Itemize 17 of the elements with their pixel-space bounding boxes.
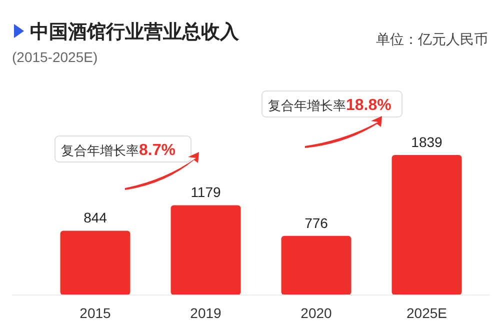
- chart-title: 中国酒馆行业营业总收入: [30, 21, 240, 43]
- data-label: 1839: [411, 134, 443, 150]
- x-tick-label: 2019: [190, 305, 222, 321]
- x-tick-label: 2020: [300, 305, 332, 321]
- bar: [170, 205, 241, 295]
- bar: [60, 230, 130, 295]
- x-tick-label: 2025E: [406, 305, 447, 321]
- bar: [281, 236, 352, 295]
- text: 复合年增长率18.8%: [268, 97, 392, 114]
- data-label: 776: [304, 214, 328, 231]
- bar: [392, 155, 462, 295]
- data-label: 844: [84, 210, 108, 226]
- chart-subtitle: (2015-2025E): [12, 49, 98, 65]
- text: 单位：亿元人民币: [376, 31, 488, 47]
- annotation: 复合年增长率8.7%: [61, 142, 176, 159]
- data-label: 1179: [190, 184, 222, 200]
- x-tick-label: 2015: [80, 305, 112, 321]
